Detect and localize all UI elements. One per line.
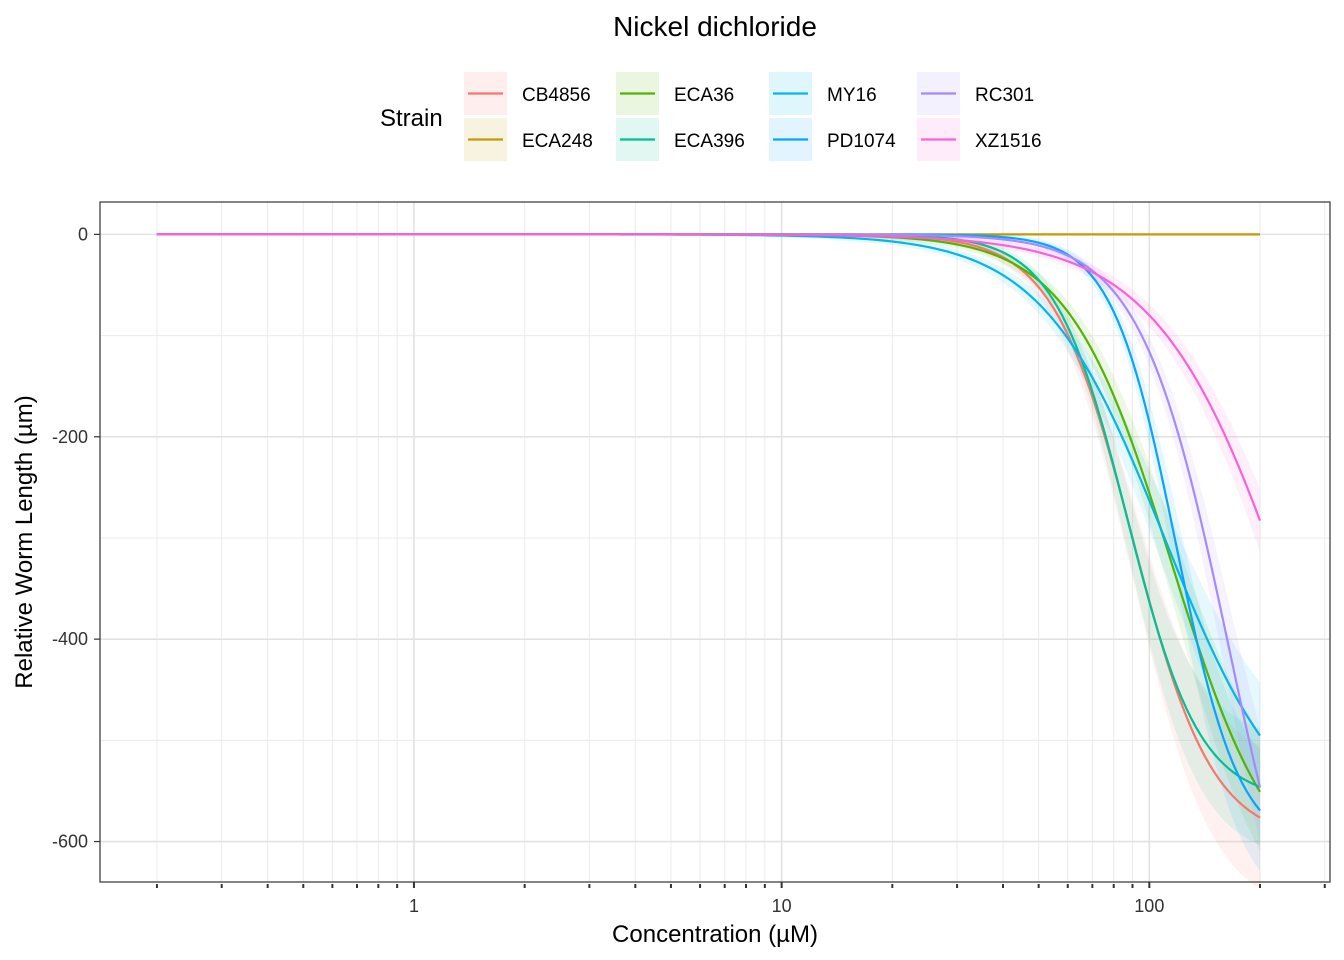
y-tick-label: 0 [78, 224, 88, 244]
legend-label-my16: MY16 [827, 85, 877, 106]
chart-title: Nickel dichloride [613, 11, 817, 42]
legend-label-eca248: ECA248 [522, 131, 593, 152]
x-axis: 1 10 100 [155, 882, 1326, 916]
legend-label-cb4856: CB4856 [522, 85, 591, 106]
x-axis-title: Concentration (µM) [612, 921, 818, 948]
y-axis: 0 -200 -400 -600 [52, 224, 100, 852]
y-tick-label: -200 [52, 427, 88, 447]
y-axis-title: Relative Worm Length (µm) [11, 395, 38, 688]
x-tick-label: 1 [409, 896, 419, 916]
legend-title: Strain [380, 105, 443, 132]
plot-border [99, 201, 1331, 883]
legend-label-pd1074: PD1074 [827, 131, 896, 152]
y-tick-label: -600 [52, 832, 88, 852]
series-line-xz1516 [156, 233, 1262, 521]
legend-label-xz1516: XZ1516 [975, 131, 1042, 152]
plot-panel [99, 201, 1331, 890]
legend-label-eca396: ECA396 [674, 131, 745, 152]
y-tick-label: -400 [52, 629, 88, 649]
plot-background [100, 202, 1330, 882]
x-tick-label: 10 [772, 896, 792, 916]
legend: Strain CB4856 ECA248 ECA36 ECA396 MY16 PD1074… [380, 72, 1042, 161]
x-tick-label: 100 [1134, 896, 1164, 916]
grid-minor [100, 202, 1330, 882]
legend-label-rc301: RC301 [975, 85, 1034, 106]
series-lines [156, 233, 1262, 819]
legend-label-eca36: ECA36 [674, 85, 734, 106]
